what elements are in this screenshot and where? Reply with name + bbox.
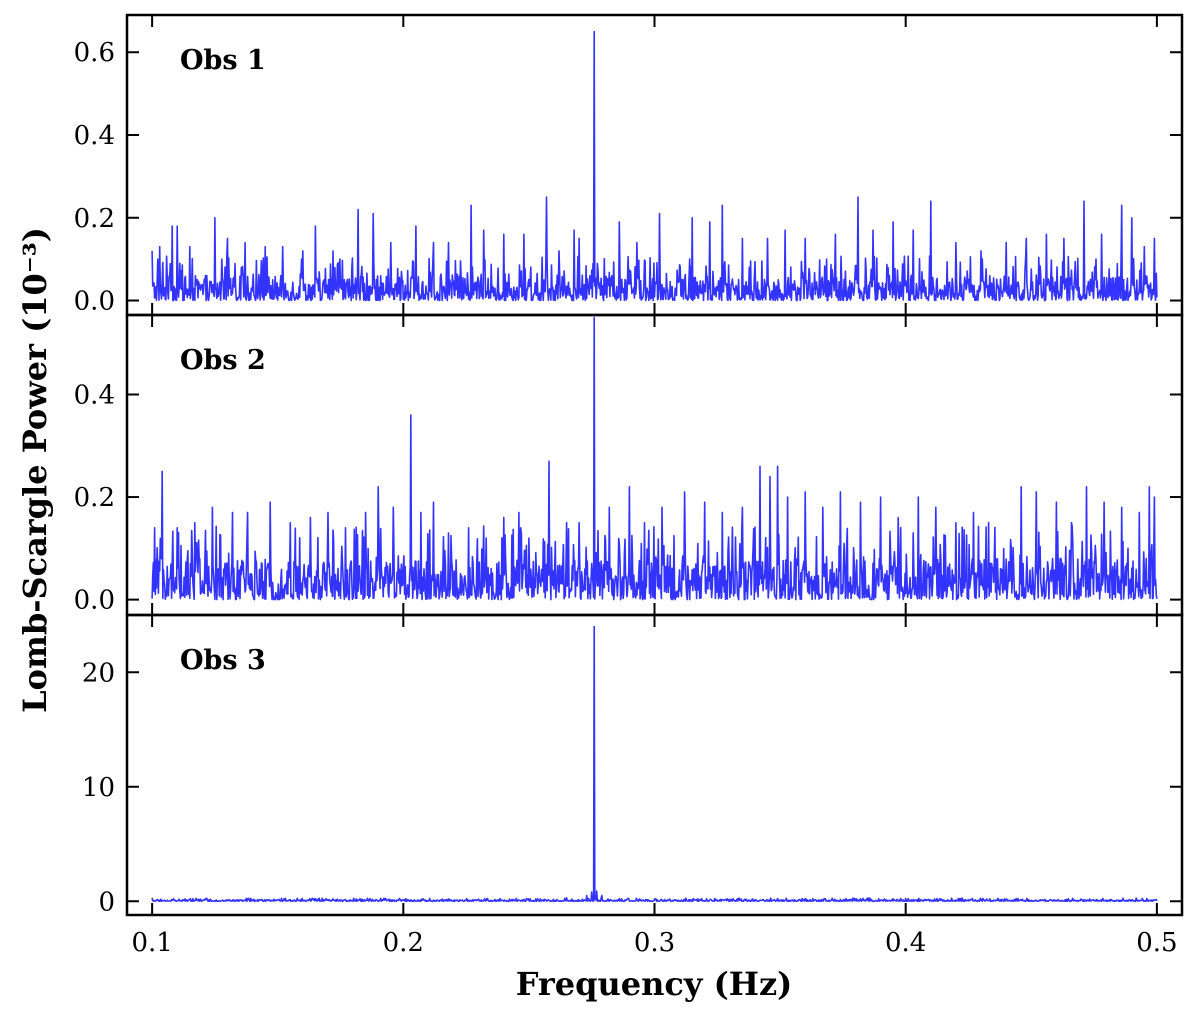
series-line-obs-2 bbox=[151, 316, 1158, 601]
x-axis-title: Frequency (Hz) bbox=[516, 965, 793, 1003]
y-tick-label: 10 bbox=[82, 773, 115, 803]
series-line-obs-1 bbox=[151, 30, 1158, 302]
panels: 0.0 0.2 0.4 0.6 Obs 1 0.0 0.2 0.4 Obs 2 0.1 0.2 0.3… bbox=[74, 13, 1184, 958]
plot-frame bbox=[125, 613, 1184, 917]
panel-label: Obs 1 bbox=[180, 45, 266, 76]
series-line-obs-3 bbox=[151, 625, 1158, 903]
x-tick-label: 0.4 bbox=[885, 928, 926, 958]
x-tick-label: 0.2 bbox=[383, 928, 424, 958]
y-tick-label: 0.2 bbox=[74, 483, 115, 513]
panel-label: Obs 3 bbox=[180, 645, 266, 676]
panel-3: 0.1 0.2 0.3 0.4 0.5 0 10 20 Obs 3 bbox=[82, 613, 1184, 958]
y-tick-label: 0.0 bbox=[74, 287, 115, 317]
panel-label: Obs 2 bbox=[180, 345, 266, 376]
y-tick-label: 0.2 bbox=[74, 204, 115, 234]
y-tick-label: 0.4 bbox=[74, 121, 115, 151]
y-axis-title: Lomb-Scargle Power (10⁻³) bbox=[16, 227, 54, 713]
panel-1: 0.0 0.2 0.4 0.6 Obs 1 bbox=[74, 13, 1184, 317]
x-tick-label: 0.5 bbox=[1136, 928, 1177, 958]
x-tick-label: 0.1 bbox=[131, 928, 172, 958]
panel-2: 0.0 0.2 0.4 Obs 2 bbox=[74, 313, 1184, 617]
y-tick-label: 0.0 bbox=[74, 586, 115, 616]
y-tick-label: 20 bbox=[82, 658, 115, 688]
y-tick-label: 0.6 bbox=[74, 38, 115, 68]
x-tick-label: 0.3 bbox=[634, 928, 675, 958]
y-tick-label: 0 bbox=[98, 887, 115, 917]
y-tick-label: 0.4 bbox=[74, 380, 115, 410]
